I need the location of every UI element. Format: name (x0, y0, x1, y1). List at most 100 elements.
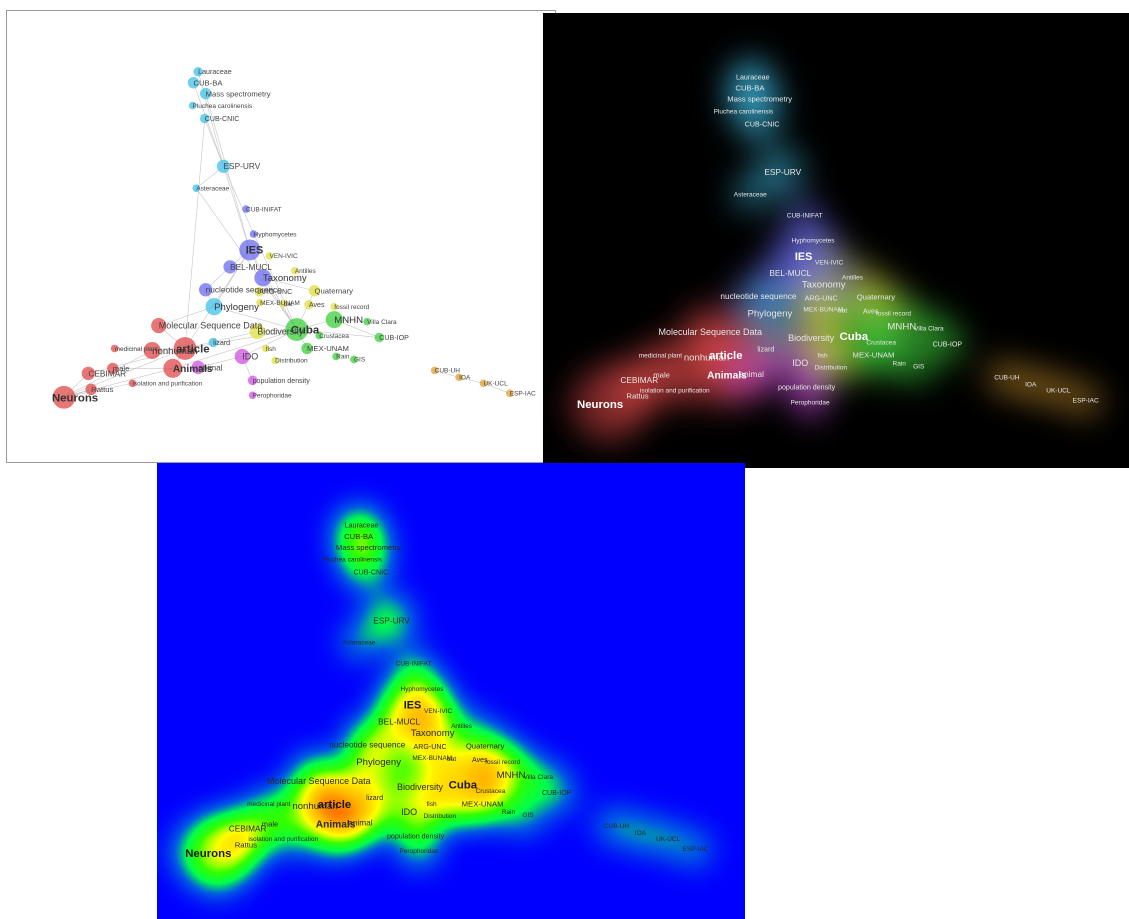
network-node-villa-clara[interactable] (363, 317, 371, 326)
density-label-popdensity[interactable]: population density (778, 383, 836, 391)
heat-label-male[interactable]: male (262, 819, 279, 828)
network-node-ioa[interactable] (455, 373, 463, 382)
heat-label-hyphomycetes[interactable]: Hyphomycetes (400, 686, 444, 693)
density-label-animal[interactable]: animal (739, 369, 764, 379)
density-label-neurons[interactable]: Neurons (577, 399, 623, 411)
density-label-phylogeny[interactable]: Phylogeny (747, 308, 792, 319)
network-node-esp-iac[interactable] (505, 389, 514, 398)
network-node-asteraceae[interactable] (192, 184, 201, 193)
density-label-antilles[interactable]: Antilles (842, 274, 864, 281)
network-node-medicinal[interactable] (110, 344, 119, 353)
density-label-mex-unam[interactable]: MEX-UNAM (853, 351, 895, 360)
heat-label-bat[interactable]: bat (447, 756, 456, 763)
heat-label-popdensity[interactable]: population density (387, 832, 445, 840)
density-label-isolation[interactable]: isolation and purification (640, 387, 710, 394)
density-label-crustacea[interactable]: Crustacea (866, 339, 896, 346)
density-label-mex-bunam[interactable]: MEX-BUNAM (803, 306, 843, 313)
network-node-distribution[interactable] (271, 356, 279, 365)
network-node-lizard[interactable] (208, 337, 218, 348)
heat-label-fish[interactable]: fish (426, 801, 437, 808)
density-label-aves[interactable]: Aves (863, 307, 879, 315)
network-node-taxonomy[interactable] (254, 269, 272, 287)
heat-label-neurons[interactable]: Neurons (185, 848, 231, 860)
density-label-lauraceae[interactable]: Lauraceae (736, 73, 770, 81)
density-label-ven-ivic[interactable]: VEN-IVIC (815, 259, 843, 266)
network-node-perophoridae[interactable] (248, 391, 257, 400)
network-node-cub-inifat[interactable] (242, 205, 250, 213)
heat-label-cuba[interactable]: Cuba (449, 780, 478, 792)
heat-label-crustacea[interactable]: Crustacea (476, 788, 506, 795)
network-node-antilles[interactable] (291, 267, 299, 275)
density-label-villa-clara[interactable]: Villa Clara (914, 325, 944, 332)
network-node-mnhn[interactable] (325, 311, 343, 329)
heat-label-biodiversity[interactable]: Biodiversity (397, 782, 444, 792)
network-node-animal[interactable] (191, 360, 205, 375)
heat-label-perophoridae[interactable]: Perophoridae (399, 848, 438, 855)
network-node-cebimar[interactable] (81, 366, 95, 381)
density-label-cub-iop[interactable]: CUB-IOP (933, 340, 963, 348)
density-label-esp-iac[interactable]: ESP-IAC (1073, 397, 1099, 404)
heat-label-aves[interactable]: Aves (472, 756, 488, 764)
density-label-cub-inifat[interactable]: CUB-INIFAT (787, 212, 823, 219)
density-label-asteraceae[interactable]: Asteraceae (734, 191, 767, 198)
network-node-biodiversity[interactable] (249, 323, 265, 340)
heat-label-esp-iac[interactable]: ESP-IAC (683, 846, 709, 853)
network-node-male[interactable] (107, 362, 119, 375)
density-label-perophoridae[interactable]: Perophoridae (791, 399, 830, 406)
network-node-isolation[interactable] (128, 379, 137, 388)
heat-label-villa-clara[interactable]: Villa Clara (524, 774, 554, 781)
network-node-lauraceae[interactable] (193, 66, 203, 77)
density-label-article[interactable]: article (709, 350, 743, 362)
network-node-cub-iop[interactable] (374, 332, 385, 343)
network-node-ven-ivic[interactable] (265, 252, 274, 260)
network-node-ies[interactable] (239, 239, 261, 261)
heat-label-animals[interactable]: Animals (316, 819, 356, 830)
density-label-arg-unc[interactable]: ARG-UNC (805, 294, 838, 302)
density-label-ies[interactable]: IES (795, 251, 812, 263)
network-node-mex-unam[interactable] (301, 342, 313, 355)
density-label-cub-ba[interactable]: CUB-BA (735, 84, 765, 93)
network-node-phylogeny[interactable] (205, 298, 223, 316)
heat-label-phylogeny[interactable]: Phylogeny (356, 757, 401, 768)
heat-label-nonhuman[interactable]: nonhuman (292, 801, 337, 812)
network-node-popdensity[interactable] (247, 375, 258, 386)
network-node-cub-uh[interactable] (430, 366, 439, 375)
density-label-medicinal[interactable]: medicinal plant (639, 352, 683, 359)
density-label-biodiversity[interactable]: Biodiversity (788, 333, 835, 343)
density-label-fossil[interactable]: fossil record (876, 310, 911, 317)
heat-label-isolation[interactable]: isolation and purification (248, 836, 318, 843)
heat-label-asteraceae[interactable]: Asteraceae (343, 640, 376, 647)
heat-label-cub-uh[interactable]: CUB-UH (604, 823, 630, 830)
network-node-gis[interactable] (350, 355, 358, 364)
network-node-rain[interactable] (332, 352, 340, 361)
network-node-uk-ucl[interactable] (479, 379, 488, 388)
heat-label-pluchea[interactable]: Pluchea carolinensis (322, 556, 382, 563)
network-node-cub-cnic[interactable] (199, 113, 210, 124)
network-node-bat[interactable] (279, 299, 288, 308)
network-node-bel-mucl[interactable] (223, 260, 237, 274)
network-node-cub-ba[interactable] (187, 76, 200, 89)
network-node-nonhuman[interactable] (143, 341, 161, 360)
heat-label-distribution[interactable]: Distribution (424, 813, 457, 820)
density-label-mass[interactable]: Mass spectrometry (727, 95, 792, 104)
heat-label-ven-ivic[interactable]: VEN-IVIC (424, 708, 452, 715)
density-label-ido[interactable]: IDO (792, 358, 808, 368)
density-label-nonhuman[interactable]: nonhuman (684, 352, 729, 363)
network-node-molecular[interactable] (151, 317, 167, 334)
heat-label-antilles[interactable]: Antilles (451, 723, 473, 730)
heat-label-quaternary[interactable]: Quaternary (466, 741, 505, 750)
heat-label-ido[interactable]: IDO (401, 807, 417, 817)
heat-label-fossil[interactable]: fossil record (485, 759, 520, 766)
heat-label-ies[interactable]: IES (404, 699, 421, 711)
network-node-ido[interactable] (234, 348, 250, 365)
heat-label-mex-bunam[interactable]: MEX-BUNAM (412, 755, 452, 762)
heat-label-uk-ucl[interactable]: UK-UCL (656, 836, 681, 843)
heat-label-cub-ba[interactable]: CUB-BA (344, 532, 374, 541)
density-label-gis[interactable]: GIS (913, 363, 925, 370)
density-label-uk-ucl[interactable]: UK-UCL (1046, 387, 1071, 394)
density-label-fish[interactable]: fish (818, 352, 829, 359)
heat-label-arg-unc[interactable]: ARG-UNC (414, 743, 447, 751)
density-label-quaternary[interactable]: Quaternary (857, 293, 896, 302)
network-node-mex-bunam[interactable] (256, 298, 264, 307)
network-node-rattus[interactable] (85, 383, 97, 396)
